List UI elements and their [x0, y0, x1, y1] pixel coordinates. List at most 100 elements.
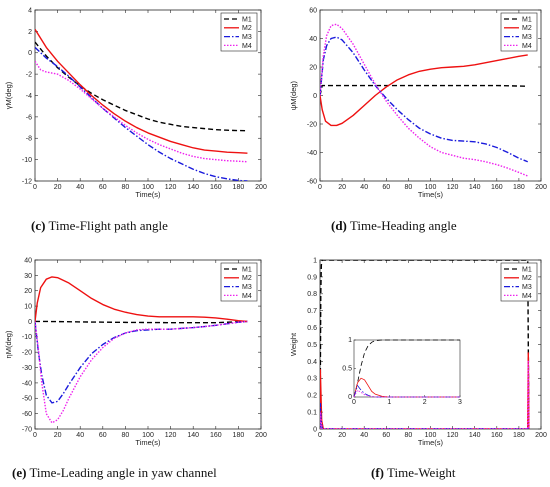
- x-tick-label: 100: [142, 432, 154, 439]
- caption-letter: (e): [12, 465, 26, 480]
- x-tick-label: 40: [76, 432, 84, 439]
- y-axis-label: Weight: [289, 332, 298, 356]
- series-line-m4: [320, 23, 529, 177]
- legend-label-m1: M1: [522, 16, 532, 23]
- chart-2: 0 20 40 60 80 100 120 140 160 180 2006040200-20-40…: [289, 7, 547, 199]
- y-tick-label: -60: [307, 178, 317, 185]
- x-tick-label: 0: [318, 432, 322, 439]
- legend-label-m1: M1: [242, 266, 252, 273]
- y-tick-label: -6: [26, 114, 32, 121]
- series-line-m3: [320, 402, 529, 429]
- series-line-m2: [320, 54, 528, 127]
- x-tick-label: 80: [122, 432, 130, 439]
- x-tick-label: 140: [187, 184, 199, 191]
- x-axis-label: Time(s): [418, 190, 444, 199]
- legend-label-m2: M2: [242, 275, 252, 282]
- series-line-m4: [35, 320, 248, 424]
- x-tick-label: 180: [233, 184, 245, 191]
- series-line-m2: [35, 28, 248, 154]
- y-tick-label: 40: [24, 257, 32, 264]
- inset-chart: 0 1 2 3 1 0.5 0: [342, 337, 462, 406]
- series-line-m3: [35, 46, 248, 181]
- y-tick-label: -50: [22, 396, 32, 403]
- y-tick-label: -2: [26, 72, 32, 79]
- x-tick-label: 0: [318, 184, 322, 191]
- y-tick-label: 0: [313, 93, 317, 100]
- legend-label-m4: M4: [522, 293, 532, 300]
- x-tick-label: 200: [255, 432, 267, 439]
- x-tick-label: 160: [491, 432, 503, 439]
- series-line-m2: [320, 352, 530, 429]
- inset-frame: [353, 339, 461, 398]
- caption-letter: (d): [331, 218, 347, 233]
- chart-3: 0 20 40 60 80 100 120 140 160 180 200403020100-10-…: [4, 257, 267, 447]
- x-tick-label: 40: [360, 432, 368, 439]
- x-tick-label: 200: [255, 184, 267, 191]
- y-tick-label: -40: [307, 150, 317, 157]
- y-tick-label: 4: [28, 7, 32, 14]
- x-tick-label: 160: [491, 184, 503, 191]
- inset-y-tick-label: 1: [348, 337, 352, 344]
- inset-y-tick-label: 0: [348, 394, 352, 401]
- y-tick-label: 0.8: [307, 291, 317, 298]
- y-tick-label: -12: [22, 178, 32, 185]
- x-axis-label: Time(s): [418, 438, 444, 447]
- x-tick-label: 40: [360, 184, 368, 191]
- x-tick-label: 160: [210, 432, 222, 439]
- y-tick-label: 0.5: [307, 342, 317, 349]
- legend-label-m2: M2: [522, 25, 532, 32]
- inset-x-tick-label: 0: [352, 399, 356, 406]
- series-line-m4: [320, 360, 530, 429]
- y-tick-label: -60: [22, 411, 32, 418]
- y-tick-label: 1: [313, 257, 317, 264]
- x-axis-label: Time(s): [135, 438, 161, 447]
- y-tick-label: 2: [28, 29, 32, 36]
- series-line-m1: [320, 84, 528, 96]
- x-tick-label: 60: [99, 184, 107, 191]
- x-tick-label: 140: [469, 184, 481, 191]
- legend-label-m3: M3: [242, 34, 252, 41]
- x-tick-label: 60: [99, 432, 107, 439]
- legend: M1 M2 M3 M4: [220, 12, 258, 52]
- figure-caption: (c) Time-Flight path angle: [31, 218, 168, 233]
- legend: M1 M2 M3 M4: [500, 262, 538, 302]
- y-tick-label: 30: [24, 273, 32, 280]
- legend-label-m4: M4: [242, 293, 252, 300]
- legend: M1 M2 M3 M4: [220, 262, 258, 302]
- x-tick-label: 180: [513, 432, 525, 439]
- series-line-m2: [35, 276, 248, 323]
- y-tick-label: 0: [28, 319, 32, 326]
- series-line-m1: [35, 320, 248, 324]
- x-tick-label: 120: [447, 432, 459, 439]
- y-tick-label: 0.7: [307, 308, 317, 315]
- caption-letter: (c): [31, 218, 45, 233]
- y-tick-label: 0.4: [307, 359, 317, 366]
- y-axis-label: γM(deg): [4, 81, 13, 109]
- y-tick-label: 0.3: [307, 376, 317, 383]
- legend-label-m3: M3: [522, 34, 532, 41]
- chart-1: 0 20 40 60 80 100 120 140 160 180 200420-2-4-6-8-1…: [4, 7, 267, 199]
- caption-text: Time-Leading angle in yaw channel: [26, 465, 217, 480]
- x-tick-label: 60: [382, 432, 390, 439]
- y-tick-label: -8: [26, 136, 32, 143]
- x-tick-label: 180: [233, 432, 245, 439]
- x-tick-label: 140: [469, 432, 481, 439]
- legend-label-m3: M3: [522, 284, 532, 291]
- series-line-m1: [320, 260, 530, 429]
- y-tick-label: 10: [24, 303, 32, 310]
- x-tick-label: 120: [165, 432, 177, 439]
- figure-caption: (d) Time-Heading angle: [331, 218, 457, 233]
- x-tick-label: 20: [54, 432, 62, 439]
- inset-series-line-m1: [353, 339, 460, 398]
- inset-series-line-m3: [353, 384, 460, 398]
- x-tick-label: 160: [210, 184, 222, 191]
- x-tick-label: 80: [122, 184, 130, 191]
- x-tick-label: 100: [425, 432, 437, 439]
- legend-label-m3: M3: [242, 284, 252, 291]
- x-axis-label: Time(s): [135, 190, 161, 199]
- inset-x-tick-label: 2: [423, 399, 427, 406]
- y-tick-label: 0: [313, 426, 317, 433]
- y-axis-label: ηM(deg): [4, 330, 13, 358]
- inset-x-tick-label: 1: [387, 399, 391, 406]
- y-tick-label: 20: [24, 288, 32, 295]
